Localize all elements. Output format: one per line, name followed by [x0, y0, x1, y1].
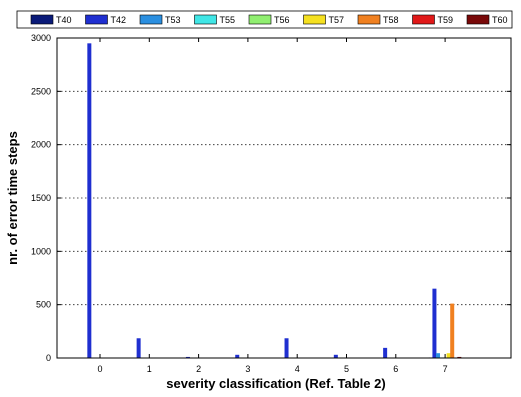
legend-swatch-T58 [357, 14, 381, 25]
bar-T42-cat-5 [333, 354, 338, 358]
legend-swatch-T53 [139, 14, 163, 25]
legend-label-T40: T40 [56, 15, 72, 25]
legend: T40 T42 T53 T55 T56 T57 T58 T59 T60 [16, 10, 513, 29]
legend-swatch-T42 [85, 14, 108, 25]
bar-T57-cat-7 [446, 353, 451, 358]
y-tick-label: 3000 [31, 33, 51, 43]
y-tick-label: 0 [46, 353, 51, 363]
legend-swatch-T57 [303, 14, 326, 25]
x-tick-label: 6 [393, 364, 398, 374]
bar-T42-cat-4 [284, 338, 289, 358]
bar-T42-cat-6 [383, 347, 388, 358]
x-tick-label: 1 [147, 364, 152, 374]
y-tick-label: 1500 [31, 193, 51, 203]
bar-T60-cat-7 [457, 356, 462, 358]
legend-swatch-T59 [412, 14, 435, 25]
x-tick-label: 2 [196, 364, 201, 374]
y-axis: 0 500 1000 1500 2000 2500 3000 [31, 33, 511, 363]
y-axis-label: nr. of error time steps [5, 131, 20, 265]
legend-swatch-T56 [248, 14, 272, 25]
x-axis-label: severity classification (Ref. Table 2) [166, 376, 385, 391]
legend-label-T42: T42 [111, 15, 127, 25]
legend-label-T58: T58 [383, 15, 399, 25]
bar-T42-cat-1 [136, 338, 141, 358]
legend-label-T57: T57 [329, 15, 345, 25]
bar-T42-cat-2 [185, 356, 190, 358]
x-tick-label: 7 [443, 364, 448, 374]
x-tick-label: 5 [344, 364, 349, 374]
legend-label-T59: T59 [438, 15, 454, 25]
x-tick-label: 3 [245, 364, 250, 374]
x-axis: 0 1 2 3 4 5 6 7 [97, 38, 448, 374]
legend-swatch-T40 [30, 14, 54, 25]
legend-label-T55: T55 [220, 15, 236, 25]
bar-T53-cat-7 [435, 353, 440, 358]
y-tick-label: 1000 [31, 246, 51, 256]
bar-T58-cat-7 [450, 303, 455, 358]
bar-T42-cat-0 [87, 43, 92, 358]
legend-swatch-T60 [466, 14, 490, 25]
legend-label-T53: T53 [165, 15, 181, 25]
legend-label-T56: T56 [274, 15, 290, 25]
bars [87, 43, 462, 359]
bar-T42-cat-3 [235, 354, 240, 358]
x-tick-label: 0 [97, 364, 102, 374]
bar-T42-cat-7 [432, 288, 437, 358]
legend-label-T60: T60 [492, 15, 508, 25]
x-tick-label: 4 [295, 364, 300, 374]
y-tick-label: 500 [36, 300, 51, 310]
y-tick-label: 2000 [31, 140, 51, 150]
legend-swatch-T55 [194, 14, 217, 25]
y-tick-label: 2500 [31, 86, 51, 96]
